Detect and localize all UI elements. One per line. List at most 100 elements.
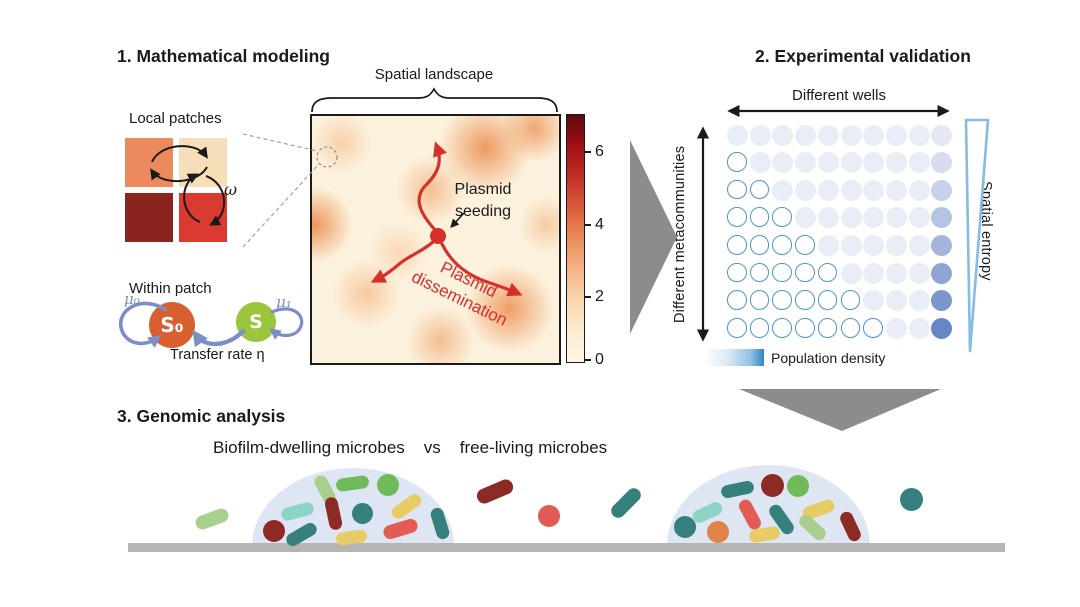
well-density-scaled [931, 179, 953, 201]
microbe-coccus [707, 521, 729, 543]
well-empty [749, 152, 771, 174]
plasmid-seeding-label: Plasmid seeding [454, 181, 512, 220]
well-colonized [817, 262, 838, 283]
spatial-landscape-label: Spatial landscape [374, 66, 494, 83]
well-density-scaled [931, 262, 953, 284]
s-species-node: S [236, 302, 276, 342]
well-empty [863, 124, 885, 146]
well-empty [795, 179, 817, 201]
colorbar-tick [585, 296, 591, 299]
well-empty [749, 124, 771, 146]
panel2-title: 2. Experimental validation [755, 46, 971, 66]
colorbar-tick [585, 151, 591, 154]
well-empty [885, 124, 907, 146]
microbe-rod [474, 476, 516, 506]
well-empty [727, 124, 748, 146]
well-colonized [749, 235, 770, 255]
mu0-symbol: μ₀ [124, 290, 140, 308]
well-empty [908, 235, 930, 257]
well-empty [863, 207, 885, 229]
well-empty [772, 179, 794, 201]
well-empty [863, 235, 885, 257]
spatial-entropy-label: Spatial entropy [978, 181, 994, 281]
different-wells-label: Different wells [792, 87, 886, 104]
well-empty [817, 179, 839, 201]
well-plate-grid [726, 124, 958, 342]
microbe-coccus [787, 475, 809, 497]
well-colonized [727, 152, 747, 172]
omega-symbol: ω [224, 180, 238, 199]
microbe-coccus [351, 502, 373, 524]
well-density-scaled [931, 318, 953, 340]
well-empty [908, 124, 930, 146]
well-empty [908, 152, 930, 174]
well-colonized [727, 179, 747, 200]
well-empty [840, 235, 862, 257]
colorbar-tick-label: 2 [595, 288, 604, 305]
well-empty [908, 262, 930, 284]
well-density-scaled [931, 235, 953, 257]
well-colonized [749, 262, 770, 283]
spatial-landscape-brace [311, 87, 558, 113]
well-empty [817, 124, 839, 146]
well-colonized [749, 290, 770, 310]
well-colonized [772, 235, 792, 255]
well-empty [885, 290, 907, 312]
well-empty [885, 235, 907, 257]
patch-top-left [125, 138, 173, 187]
well-colonized [795, 235, 815, 255]
well-colonized [795, 318, 815, 338]
well-colonized [749, 207, 770, 228]
well-empty [840, 152, 862, 174]
patch-top-right [179, 138, 227, 187]
well-empty [908, 318, 930, 340]
microbe-coccus [377, 474, 399, 496]
well-density-scaled [931, 124, 953, 146]
well-colonized [772, 318, 792, 338]
well-empty [908, 207, 930, 229]
vs-label: vs [423, 438, 441, 457]
well-empty [772, 124, 794, 146]
zoom-link-line-bottom [242, 163, 320, 248]
well-density-scaled [931, 207, 953, 229]
panel1-title: 1. Mathematical modeling [117, 46, 330, 66]
microbe-coccus [674, 516, 696, 538]
well-empty [817, 207, 839, 229]
well-empty [840, 179, 862, 201]
well-empty [795, 152, 817, 174]
panel3-title: 3. Genomic analysis [117, 406, 286, 426]
biofilm-microbes-label: Biofilm-dwelling microbes [213, 438, 405, 457]
transfer-rate-label: Transfer rate η [170, 347, 265, 363]
microbe-rod [193, 506, 231, 532]
well-colonized [795, 290, 815, 310]
well-colonized [772, 207, 792, 228]
free-living-microbes-label: free-living microbes [459, 438, 608, 457]
well-colonized [727, 235, 747, 255]
microbe-coccus [263, 520, 285, 542]
well-colonized [727, 290, 747, 310]
well-empty [863, 152, 885, 174]
colorbar-tick-label: 0 [595, 351, 604, 368]
colorbar-tick [585, 359, 591, 362]
microbe-coccus [538, 505, 560, 527]
well-colonized [727, 318, 747, 338]
well-empty [840, 262, 862, 284]
colorbar-tick-label: 6 [595, 143, 604, 160]
well-empty [817, 235, 839, 257]
s0-species-node: S₀ [149, 302, 195, 348]
microbe-coccus [899, 487, 923, 511]
well-colonized [795, 262, 815, 283]
well-empty [840, 207, 862, 229]
population-density-gradient [705, 349, 764, 366]
flow-arrow-right [630, 140, 677, 334]
zoom-link-line-top [242, 133, 318, 152]
well-colonized [772, 262, 792, 283]
well-empty [885, 207, 907, 229]
mu1-symbol: μ₁ [276, 293, 292, 311]
well-colonized [817, 318, 838, 338]
well-empty [795, 207, 817, 229]
local-patches-label: Local patches [129, 110, 222, 127]
microbe-rod [608, 485, 644, 521]
well-density-scaled [931, 152, 953, 174]
